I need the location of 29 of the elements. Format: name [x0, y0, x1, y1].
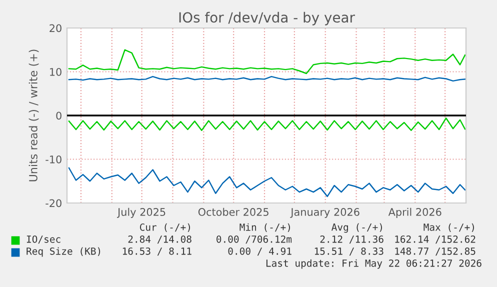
x-tick-label: October 2025	[198, 208, 268, 216]
line-series	[68, 167, 466, 198]
x-tick-label: April 2026	[388, 208, 442, 218]
text: 0.00 /706.12m	[216, 235, 292, 244]
y-tick-label: -20	[46, 199, 62, 208]
x-tick-label: July 2025	[116, 208, 166, 218]
x-tick-label: January 2026	[290, 208, 360, 218]
line-series	[68, 49, 466, 74]
y-tick-label: -10	[46, 155, 62, 164]
y-axis-title: Units read (-) / write (+)	[28, 50, 39, 182]
legend-label: Req Size (KB)	[26, 247, 100, 257]
text: 15.51 / 8.33	[314, 247, 384, 256]
y-tick-label: 20	[50, 24, 62, 32]
text: 2.12 /11.36	[320, 235, 384, 244]
text: 148.77 /152.85	[395, 247, 476, 256]
text: Last update: Fri May 22 06:21:27 2026	[266, 259, 482, 269]
text: Max (-/+)	[424, 223, 474, 232]
text: 0.00 / 4.91	[228, 247, 292, 256]
y-tick-label: 10	[50, 68, 62, 76]
text: 16.53 / 8.11	[122, 247, 192, 256]
text: 162.14 /152.62	[395, 235, 476, 244]
text: Cur (-/+)	[140, 223, 190, 232]
text: 2.84 /14.08	[128, 235, 192, 244]
legend-label: IO/sec	[26, 235, 60, 244]
text: Avg (-/+)	[332, 223, 382, 233]
line-series	[68, 118, 466, 131]
chart-title: IOs for /dev/vda - by year	[179, 12, 355, 26]
y-tick-label: 0	[56, 112, 62, 120]
text: Min (-/+)	[240, 223, 290, 232]
